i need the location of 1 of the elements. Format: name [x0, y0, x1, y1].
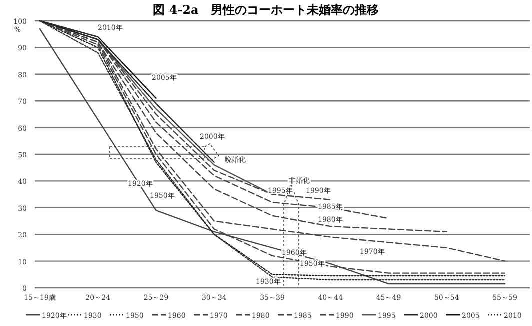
chart-title: 図 4-2a 男性のコーホート未婚率の推移 [153, 3, 379, 17]
